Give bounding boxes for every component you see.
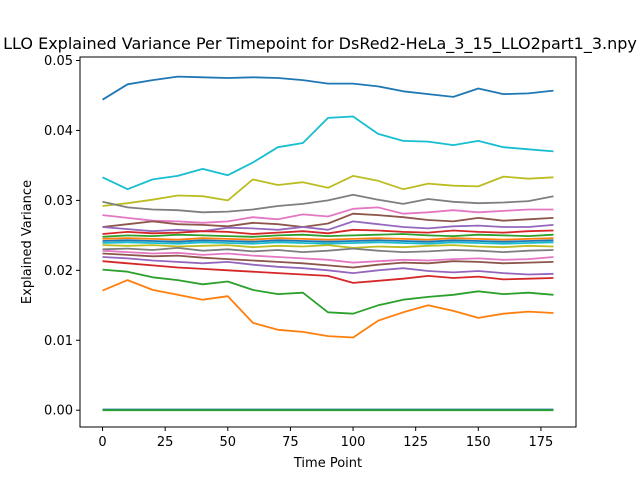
y-axis-label: Explained Variance (20, 180, 35, 304)
x-axis-label: Time Point (293, 456, 362, 471)
series-layer (102, 75, 554, 412)
x-tick-label: 25 (157, 435, 174, 450)
series-line-16 (102, 256, 554, 276)
series-line-10 (102, 239, 554, 243)
series-line-9 (102, 237, 554, 241)
y-tick-label: 0.01 (44, 334, 73, 349)
x-axis-ticks: 0 25 50 75 100 125 150 175 (98, 427, 553, 450)
series-line-12 (102, 244, 554, 249)
series-line-18 (102, 268, 554, 315)
series-line-14 (102, 249, 554, 264)
series-line-15 (102, 252, 554, 269)
y-tick-label: 0.05 (44, 54, 73, 69)
series-line-11 (102, 241, 554, 245)
series-line-2 (102, 175, 554, 207)
plot-frame (79, 56, 577, 428)
y-tick-label: 0.02 (44, 264, 73, 279)
series-line-6 (102, 220, 554, 233)
x-tick-label: 50 (220, 435, 237, 450)
series-line-0 (102, 75, 554, 101)
y-tick-label: 0.03 (44, 194, 73, 209)
series-line-19 (102, 279, 554, 339)
series-line-4 (102, 206, 554, 224)
series-line-7 (102, 228, 554, 235)
y-axis-ticks: 0.00 0.01 0.02 0.03 0.04 0.05 (44, 54, 80, 419)
series-line-13 (102, 247, 554, 253)
y-tick-label: 0.00 (44, 404, 73, 419)
series-line-5 (102, 212, 554, 228)
series-line-3 (102, 193, 554, 214)
x-tick-label: 75 (282, 435, 299, 450)
y-tick-label: 0.04 (44, 124, 73, 139)
series-line-1 (102, 115, 554, 191)
x-tick-label: 150 (466, 435, 491, 450)
series-line-8 (102, 233, 554, 238)
x-tick-label: 125 (403, 435, 428, 450)
chart-title: LLO Explained Variance Per Timepoint for… (3, 34, 637, 54)
x-tick-label: 175 (529, 435, 554, 450)
x-tick-label: 100 (341, 435, 366, 450)
x-tick-label: 0 (98, 435, 106, 450)
series-line-17 (102, 260, 554, 284)
